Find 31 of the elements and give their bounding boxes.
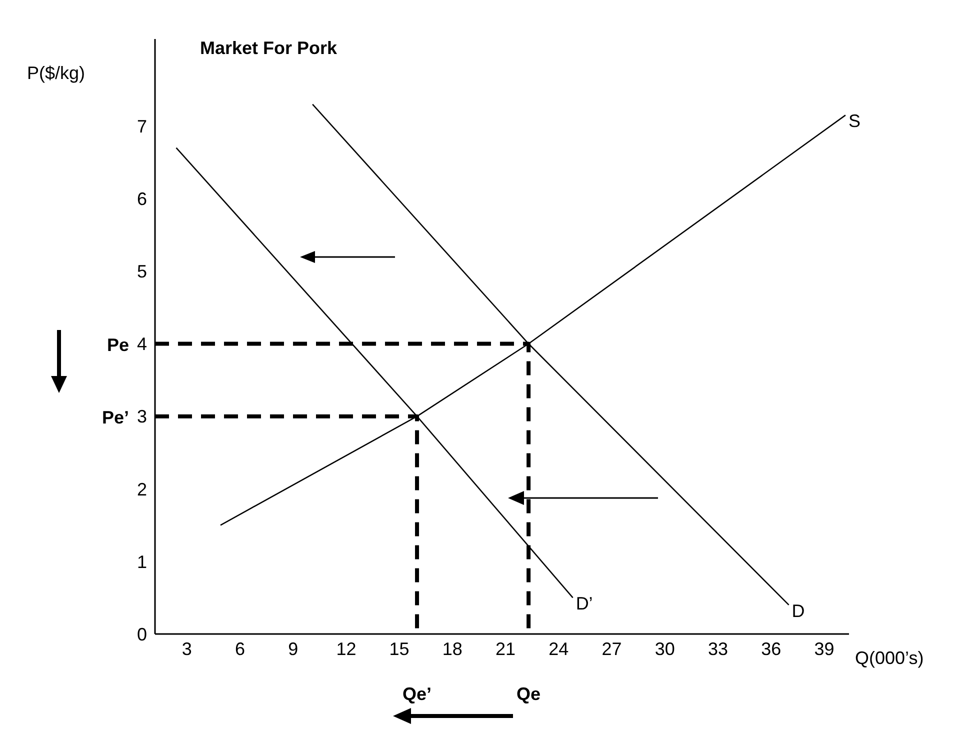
y-tick-label: 1 — [136, 552, 147, 572]
x-tick-label: 6 — [234, 638, 245, 659]
x-tick-label: 15 — [389, 638, 410, 659]
x-tick-label: 18 — [442, 638, 462, 659]
y-axis-title: P($/kg) — [27, 63, 86, 84]
x-axis-title: Q(000’s) — [855, 648, 924, 668]
x-tick-label: 36 — [761, 638, 782, 659]
y-tick-label: 7 — [136, 116, 147, 136]
y-tick-label: 0 — [136, 624, 147, 644]
x-tick-label: 21 — [496, 638, 516, 659]
annotation: Qe’ — [402, 684, 432, 704]
x-tick-label: 33 — [708, 638, 728, 659]
y-tick-label: 6 — [136, 189, 147, 210]
annotation: Pe’ — [102, 407, 129, 428]
annotation: Pe — [106, 334, 129, 355]
y-tick-label: 2 — [136, 479, 147, 500]
x-tick-label: 24 — [548, 638, 569, 659]
series-label: D’ — [576, 594, 593, 614]
chart-title: Market For Pork — [200, 38, 338, 59]
series-label: D — [792, 600, 805, 621]
y-tick-label: 4 — [136, 334, 147, 354]
series-label: S — [848, 111, 860, 132]
x-tick-label: 12 — [336, 638, 356, 659]
x-tick-label: 30 — [654, 638, 675, 659]
x-tick-label: 39 — [814, 638, 834, 659]
x-tick-label: 9 — [288, 638, 298, 659]
x-tick-label: 3 — [182, 638, 192, 659]
y-tick-label: 5 — [136, 262, 147, 282]
x-tick-label: 27 — [602, 638, 622, 659]
annotation: Qe — [516, 684, 541, 704]
y-tick-label: 3 — [136, 406, 147, 427]
